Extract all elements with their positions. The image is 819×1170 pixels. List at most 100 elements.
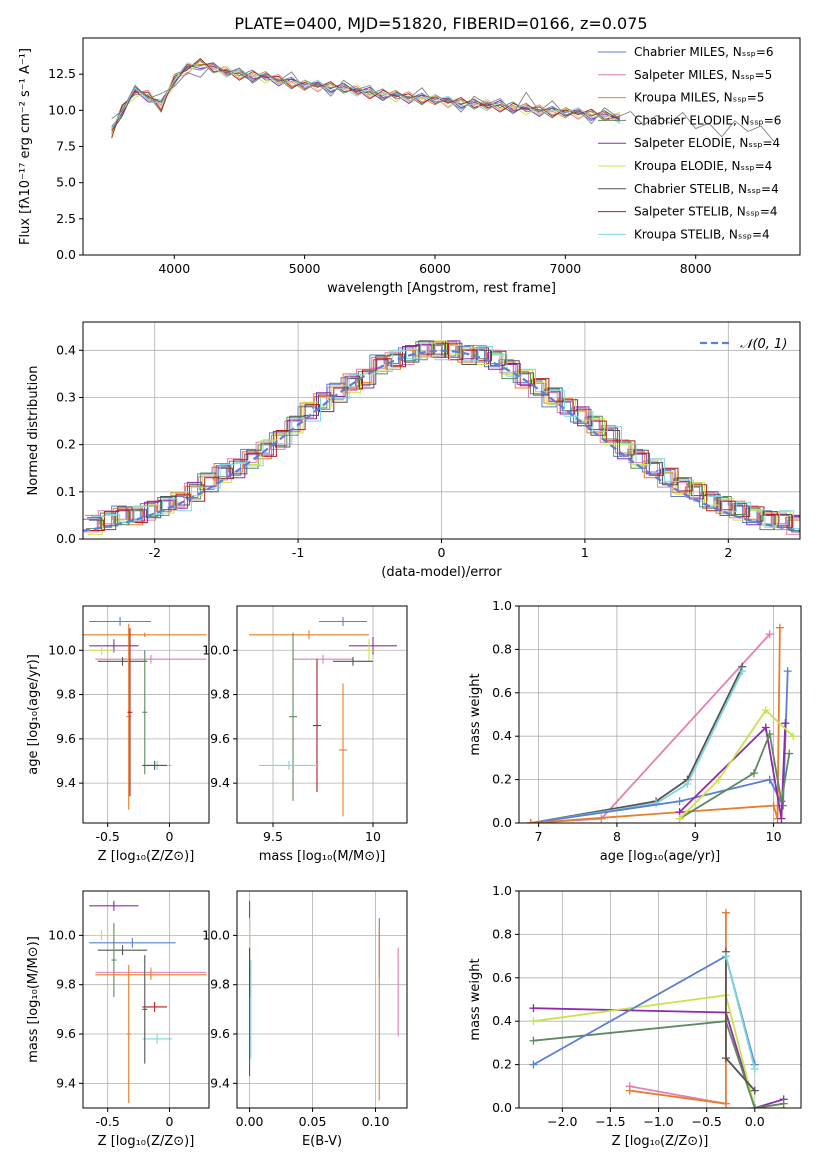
marker: [529, 1060, 538, 1069]
x-tick-label: 4000: [158, 261, 190, 276]
panel-mass-vs-z: -0.5 0 9.4 9.6 9.8 10.0 Z [log₁₀(Z/Z⊙)] mass [l…: [26, 890, 210, 1149]
x-tick-label: 2: [724, 545, 732, 560]
x-tick-label: −1.5: [595, 1114, 625, 1129]
errorbar-kroupa_elodie: [89, 645, 114, 655]
errorbar-chabrier_elodie: [142, 650, 148, 775]
y-axis-label: mass weight: [468, 958, 483, 1040]
y-tick-label: 9.6: [56, 1026, 76, 1041]
panel-weight-vs-z: −2.0 −1.5 −1.0 −0.5 0.0 0.0 0.2 0.4 0.6 0.8 1.0 Z […: [468, 883, 802, 1149]
panel-age-vs-mass: 9.5 10 9.4 9.6 9.8 10.0 mass [log₁₀(M/M⊙)]: [202, 605, 408, 864]
marker: [721, 952, 730, 961]
x-tick-label: 0: [165, 829, 173, 844]
x-tick-label: 10: [766, 829, 782, 844]
series-kroupa_miles: [625, 908, 730, 1108]
gaussian-curve: [83, 349, 800, 532]
marker: [778, 801, 787, 810]
errorbar-kroupa_elodie: [365, 639, 373, 662]
errorbar-kroupa_miles: [83, 632, 207, 637]
errorbar-chabrier_miles: [319, 617, 367, 626]
y-tick-label: 9.6: [56, 731, 76, 746]
y-tick-label: 1.0: [492, 598, 512, 613]
plot-area: [83, 340, 800, 535]
errorbar-kroupa_stelib: [259, 761, 319, 770]
y-tick-label: 10.0: [202, 642, 230, 657]
y-tick-label: 0.3: [56, 389, 76, 404]
y-tick-label: 9.8: [56, 977, 76, 992]
y-tick-label: 2.5: [56, 211, 76, 226]
x-tick-label: −0.5: [691, 1114, 721, 1129]
errorbar-chabrier_stelib: [333, 656, 373, 666]
x-tick-label: −1.0: [643, 1114, 673, 1129]
axes-frame: [82, 890, 210, 1109]
x-tick-label: 0.10: [362, 1114, 390, 1129]
y-axis-label: Flux [fλ10⁻¹⁷ erg cm⁻² s⁻¹ A⁻¹]: [18, 48, 33, 245]
marker: [738, 667, 747, 676]
x-tick-label: 5000: [289, 261, 321, 276]
marker: [765, 730, 774, 739]
marker: [625, 1086, 634, 1095]
marker: [761, 723, 770, 732]
errorbar-chabrier_stelib: [97, 656, 148, 666]
errorbar-salpeter_elodie: [89, 900, 139, 911]
legend-label: 𝒩(0, 1): [740, 337, 787, 352]
errorbar-chabrier_elodie: [289, 632, 297, 801]
axes-frame: [82, 321, 801, 540]
series-salpeter_miles: [625, 1082, 730, 1108]
y-tick-label: 0.0: [492, 1100, 512, 1115]
series-kroupa_stelib: [526, 667, 747, 823]
marker: [765, 630, 774, 639]
axes-frame: [82, 37, 801, 256]
series-salpeter_elodie: [675, 719, 790, 823]
errorbar-kroupa_miles: [126, 964, 132, 1104]
errorbar-salpeter_stelib: [313, 659, 321, 792]
y-tick-label: 0.4: [492, 1013, 512, 1028]
legend-label: Chabrier ELODIE, Nₛₛₚ=6: [634, 113, 781, 127]
panel-residuals: -2 -1 0 1 2 0.0 0.1 0.2 0.3 0.4 (data-model)/error…: [26, 321, 801, 580]
y-tick-label: 9.6: [210, 1026, 230, 1041]
errorbar-chabrier_stelib: [142, 761, 167, 770]
x-tick-label: 0: [165, 1114, 173, 1129]
x-tick-label: 7: [535, 829, 543, 844]
plot-area: [111, 57, 775, 142]
x-axis-label: Z [log₁₀(Z/Z⊙)]: [98, 1134, 195, 1149]
x-tick-label: -2: [148, 545, 160, 560]
x-tick-label: 8000: [680, 261, 712, 276]
panel-mass-vs-ebv: 0.00 0.05 0.10 9.4 9.6 9.8 10.0 E(B-V): [202, 890, 408, 1149]
x-tick-label: 9.5: [263, 829, 283, 844]
marker: [529, 1017, 538, 1026]
errorbar-chabrier_miles: [89, 937, 176, 948]
y-axis-label: mass [log₁₀(M/M⊙)]: [26, 936, 41, 1063]
x-axis-label: Z [log₁₀(Z/Z⊙)]: [612, 1134, 709, 1149]
observed-spectrum: [111, 62, 775, 142]
marker: [781, 719, 790, 728]
x-tick-label: -0.5: [96, 829, 120, 844]
x-tick-label: 0.00: [236, 1114, 264, 1129]
marker: [529, 1004, 538, 1013]
plot-area: [526, 623, 798, 823]
errorbar-salpeter_stelib: [142, 1001, 167, 1012]
errorbar-salpeter_miles: [95, 654, 207, 664]
y-tick-label: 9.8: [56, 687, 76, 702]
marker: [783, 667, 792, 676]
model-spectrum-salpeter_stelib: [111, 57, 621, 139]
legend-label: Salpeter STELIB, Nₛₛₚ=4: [634, 205, 778, 219]
model-spectrum-salpeter_miles: [111, 59, 621, 137]
x-tick-label: 6000: [419, 261, 451, 276]
panel-weight-vs-age: 7 8 9 10 0.0 0.2 0.4 0.6 0.8 1.0 age [log₁₀(age/yr…: [468, 598, 802, 864]
x-tick-label: 0.0: [745, 1114, 765, 1129]
y-tick-label: 0.2: [492, 772, 512, 787]
marker: [779, 1099, 788, 1108]
x-tick-label: -0.5: [96, 1114, 120, 1129]
x-tick-label: 0.05: [299, 1114, 327, 1129]
x-tick-label: 8: [613, 829, 621, 844]
plot-area: [249, 617, 397, 817]
series-salpeter_miles: [526, 630, 774, 823]
marker: [785, 749, 794, 758]
y-tick-label: 7.5: [56, 139, 76, 154]
histogram-salpeter_elodie: [87, 340, 800, 531]
histogram-salpeter_stelib: [90, 342, 800, 531]
errorbar-kroupa_stelib: [142, 1034, 172, 1044]
y-tick-label: 0.8: [492, 641, 512, 656]
plot-area: [249, 900, 399, 1101]
